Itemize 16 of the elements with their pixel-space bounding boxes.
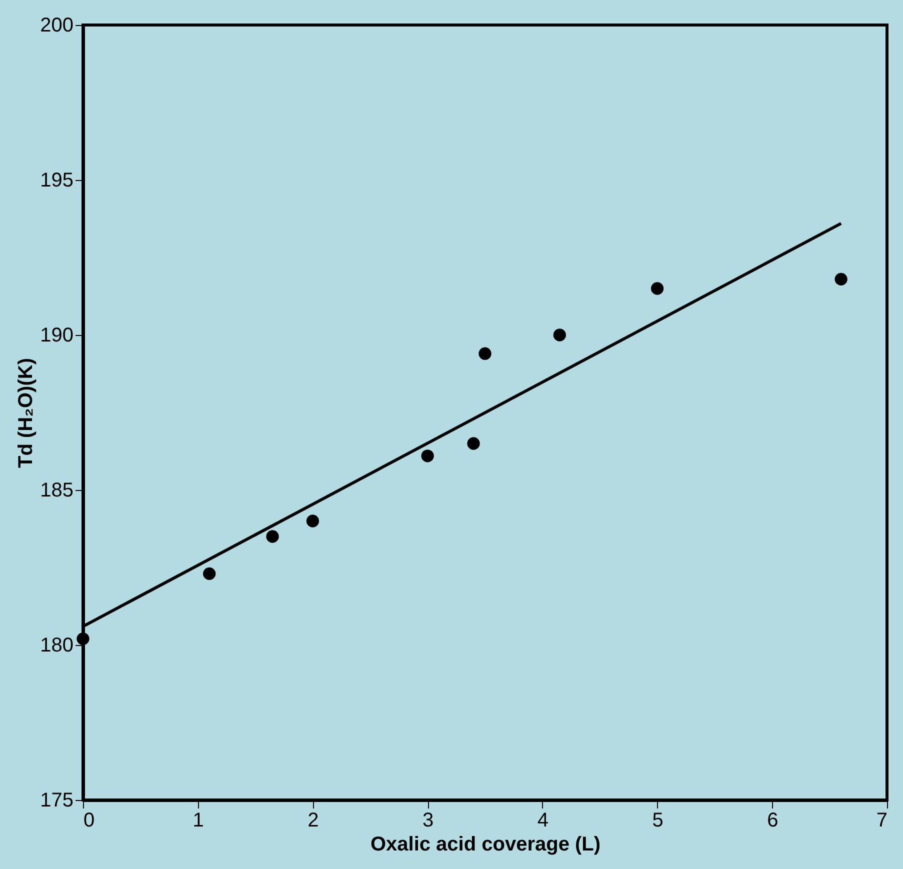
x-tick-label: 6 — [767, 810, 778, 832]
x-tick-label: 3 — [422, 810, 434, 832]
x-tick-label: 4 — [537, 810, 548, 832]
x-tick-label: 2 — [308, 810, 319, 832]
x-tick-label: 7 — [876, 810, 888, 832]
x-tick-label: 0 — [84, 810, 95, 832]
y-tick-label: 180 — [40, 634, 74, 656]
x-tick-label: 5 — [652, 810, 664, 832]
y-tick-label: 185 — [40, 480, 74, 502]
y-tick-label: 200 — [40, 14, 74, 36]
y-axis-title: Td (H₂O)(K) — [15, 358, 38, 468]
x-axis-title: Oxalic acid coverage (L) — [370, 834, 601, 856]
y-tick-label: 195 — [40, 170, 74, 192]
y-tick-label: 175 — [40, 790, 74, 812]
y-tick-label: 190 — [40, 324, 74, 346]
x-tick-label: 1 — [192, 810, 204, 832]
